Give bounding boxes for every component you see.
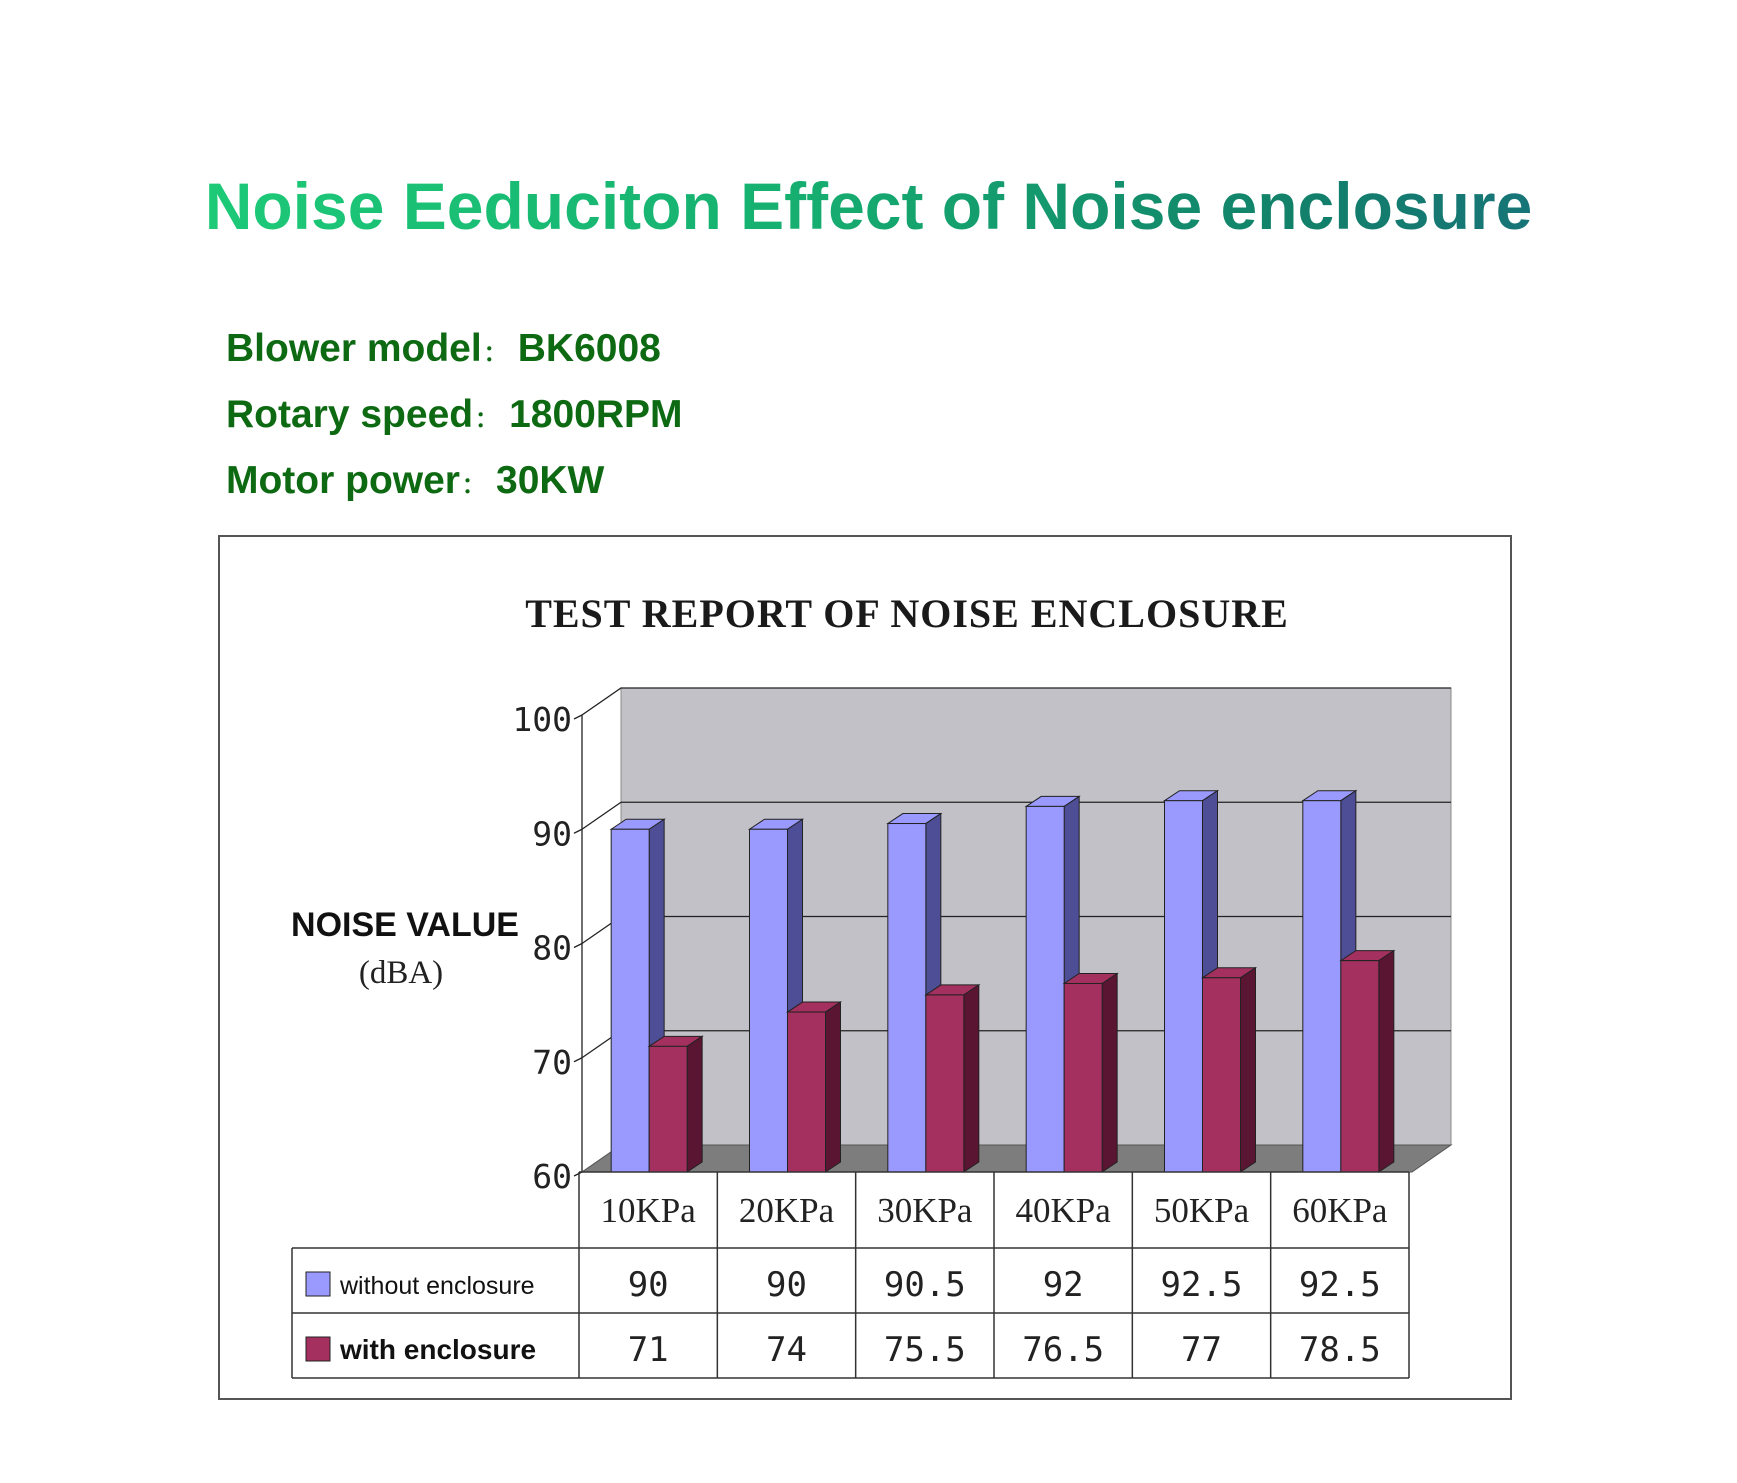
spec-value: 30KW — [496, 459, 605, 502]
table-cell-value: 90 — [766, 1265, 807, 1305]
table-cell-value: 75.5 — [884, 1330, 966, 1370]
bar-with-enclosure — [787, 1011, 826, 1173]
y-tick — [573, 942, 583, 949]
table-cell-value: 71 — [628, 1330, 669, 1370]
spec-separator: ： — [475, 407, 498, 432]
legend-label: with enclosure — [339, 1334, 536, 1365]
spec-label: Motor power — [226, 459, 460, 502]
bar-with-enclosure-side — [1378, 949, 1395, 1173]
table-cell-value: 76.5 — [1022, 1330, 1104, 1370]
bar-with-enclosure-side — [686, 1035, 703, 1173]
table-cell-value: 90.5 — [884, 1265, 966, 1305]
spec-label: Rotary speed — [226, 393, 474, 436]
bar-without-enclosure — [1164, 800, 1203, 1173]
legend-label: without enclosure — [339, 1272, 535, 1300]
bar-with-enclosure-side — [1101, 972, 1118, 1173]
spec-value: BK6008 — [517, 327, 661, 370]
spec-motor-power: Motor power： 30KW — [226, 450, 683, 516]
y-tick-label: 90 — [532, 814, 572, 853]
legend-swatch — [305, 1271, 331, 1297]
spec-separator: ： — [483, 341, 506, 366]
category-label: 50KPa — [1154, 1191, 1250, 1230]
bar-without-enclosure — [610, 828, 650, 1173]
bar-with-enclosure-side — [825, 1001, 841, 1173]
category-label: 20KPa — [739, 1191, 835, 1230]
category-label: 30KPa — [877, 1191, 973, 1230]
y-tick-label: 70 — [532, 1043, 572, 1082]
spec-rotary-speed: Rotary speed： 1800RPM — [226, 384, 683, 450]
chart-title: TEST REPORT OF NOISE ENCLOSURE — [525, 591, 1289, 636]
spec-separator: ： — [461, 473, 484, 498]
bar-without-enclosure — [749, 828, 788, 1173]
spec-label: Blower model — [226, 327, 482, 370]
table-cell-value: 78.5 — [1299, 1330, 1381, 1370]
spec-blower-model: Blower model： BK6008 — [226, 318, 683, 384]
table-cell-value: 74 — [766, 1330, 807, 1370]
y-tick — [573, 1057, 583, 1063]
category-label: 10KPa — [601, 1191, 697, 1230]
y-tick — [573, 828, 583, 834]
y-tick-label: 60 — [532, 1157, 572, 1196]
bar-with-enclosure — [925, 994, 965, 1173]
data-table: 10KPa 90 71 20KPa 90 74 30KPa 90.5 75.5 40KPa 92 76… — [291, 1171, 1410, 1379]
y-tick-label: 100 — [512, 700, 572, 739]
table-cell-value: 92.5 — [1299, 1265, 1381, 1305]
bar-without-enclosure — [887, 823, 927, 1173]
bar-without-enclosure — [1302, 800, 1342, 1173]
table-cell-value: 77 — [1181, 1330, 1222, 1370]
bar-with-enclosure — [1063, 982, 1103, 1173]
category-label: 60KPa — [1292, 1191, 1388, 1230]
page-title: Noise Eeduciton Effect of Noise enclosur… — [0, 168, 1737, 244]
bar-with-enclosure — [1202, 977, 1241, 1173]
legend-swatch — [305, 1336, 331, 1362]
spec-list: Blower model： BK6008 Rotary speed： 1800RPM… — [226, 318, 683, 516]
y-tick — [573, 714, 583, 720]
plot-area: 100 90 80 70 60 — [512, 687, 1453, 1196]
bar-with-enclosure-side — [963, 983, 980, 1173]
y-tick-label: 80 — [532, 929, 572, 968]
category-label: 40KPa — [1016, 1191, 1112, 1230]
bar-with-enclosure — [1340, 960, 1380, 1173]
bar-without-enclosure — [1025, 805, 1065, 1173]
y-axis-label: NOISE VALUE — [291, 906, 519, 944]
table-cell-value: 90 — [628, 1265, 669, 1305]
bar-with-enclosure-side — [1240, 966, 1256, 1173]
table-cell-value: 92 — [1043, 1265, 1084, 1305]
table-cell-value: 92.5 — [1161, 1265, 1243, 1305]
y-axis-unit: (dBA) — [359, 955, 443, 991]
spec-value: 1800RPM — [509, 393, 683, 436]
bar-with-enclosure — [648, 1045, 688, 1173]
gridline — [581, 687, 1451, 716]
